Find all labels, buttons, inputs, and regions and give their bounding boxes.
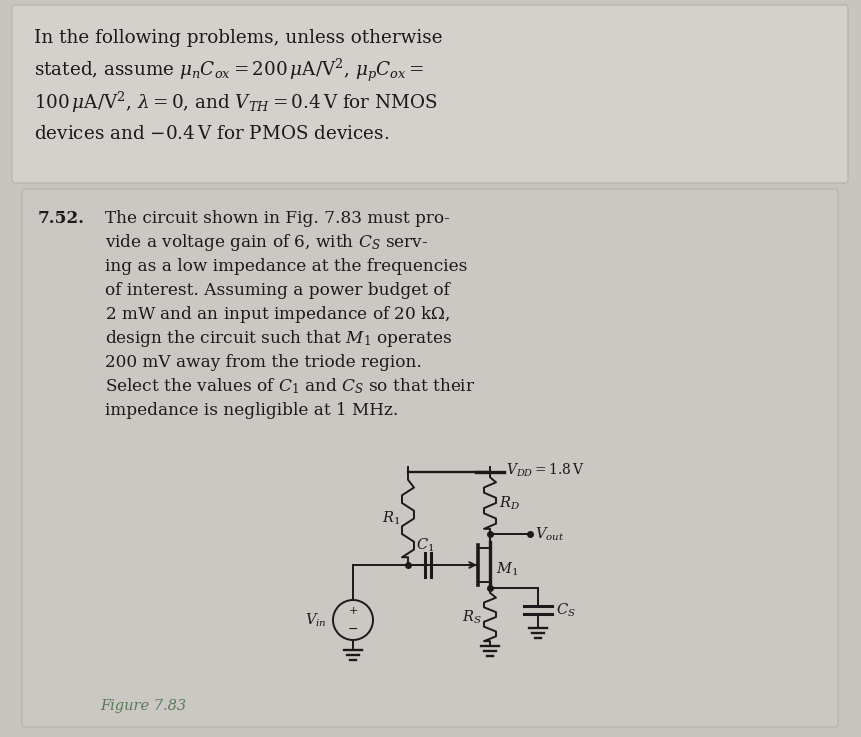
Text: $R_S$: $R_S$ bbox=[462, 608, 482, 626]
Text: $V_{in}$: $V_{in}$ bbox=[306, 611, 327, 629]
Text: impedance is negligible at 1 MHz.: impedance is negligible at 1 MHz. bbox=[105, 402, 399, 419]
FancyBboxPatch shape bbox=[12, 5, 848, 183]
Text: of interest. Assuming a power budget of: of interest. Assuming a power budget of bbox=[105, 282, 450, 298]
Text: $100\,\mu\mathrm{A/V^2}$, $\lambda = 0$, and $V_{TH} = 0.4\,\mathrm{V}$ for NMOS: $100\,\mu\mathrm{A/V^2}$, $\lambda = 0$,… bbox=[34, 89, 437, 114]
Text: The circuit shown in Fig. 7.83 must pro-: The circuit shown in Fig. 7.83 must pro- bbox=[105, 209, 450, 226]
Text: stated, assume $\mu_n C_{ox} = 200\,\mu\mathrm{A/V^2}$, $\mu_p C_{ox} =$: stated, assume $\mu_n C_{ox} = 200\,\mu\… bbox=[34, 56, 424, 84]
Text: In the following problems, unless otherwise: In the following problems, unless otherw… bbox=[34, 29, 443, 47]
Text: 200 mV away from the triode region.: 200 mV away from the triode region. bbox=[105, 354, 422, 371]
Text: $C_1$: $C_1$ bbox=[416, 537, 434, 553]
Text: devices and $-0.4\,\mathrm{V}$ for PMOS devices.: devices and $-0.4\,\mathrm{V}$ for PMOS … bbox=[34, 125, 389, 143]
Text: $R_D$: $R_D$ bbox=[499, 495, 520, 511]
Text: $C_S$: $C_S$ bbox=[556, 601, 576, 618]
Text: Select the values of $C_1$ and $C_S$ so that their: Select the values of $C_1$ and $C_S$ so … bbox=[105, 376, 475, 396]
Text: 2 mW and an input impedance of 20 k$\Omega$,: 2 mW and an input impedance of 20 k$\Ome… bbox=[105, 304, 450, 324]
Text: −: − bbox=[348, 623, 358, 635]
Text: ing as a low impedance at the frequencies: ing as a low impedance at the frequencie… bbox=[105, 257, 468, 274]
Text: +: + bbox=[349, 606, 357, 616]
Text: $V_{DD}=1.8\,\mathrm{V}$: $V_{DD}=1.8\,\mathrm{V}$ bbox=[506, 461, 585, 479]
Text: $R_1$: $R_1$ bbox=[382, 510, 400, 527]
Text: design the circuit such that $M_1$ operates: design the circuit such that $M_1$ opera… bbox=[105, 327, 452, 349]
Text: Figure 7.83: Figure 7.83 bbox=[100, 699, 186, 713]
Text: $V_{out}$: $V_{out}$ bbox=[535, 525, 565, 542]
Text: 7.52.: 7.52. bbox=[38, 209, 85, 226]
Text: vide a voltage gain of 6, with $C_S$ serv-: vide a voltage gain of 6, with $C_S$ ser… bbox=[105, 231, 428, 253]
Text: $M_1$: $M_1$ bbox=[496, 560, 518, 578]
FancyBboxPatch shape bbox=[22, 189, 838, 727]
